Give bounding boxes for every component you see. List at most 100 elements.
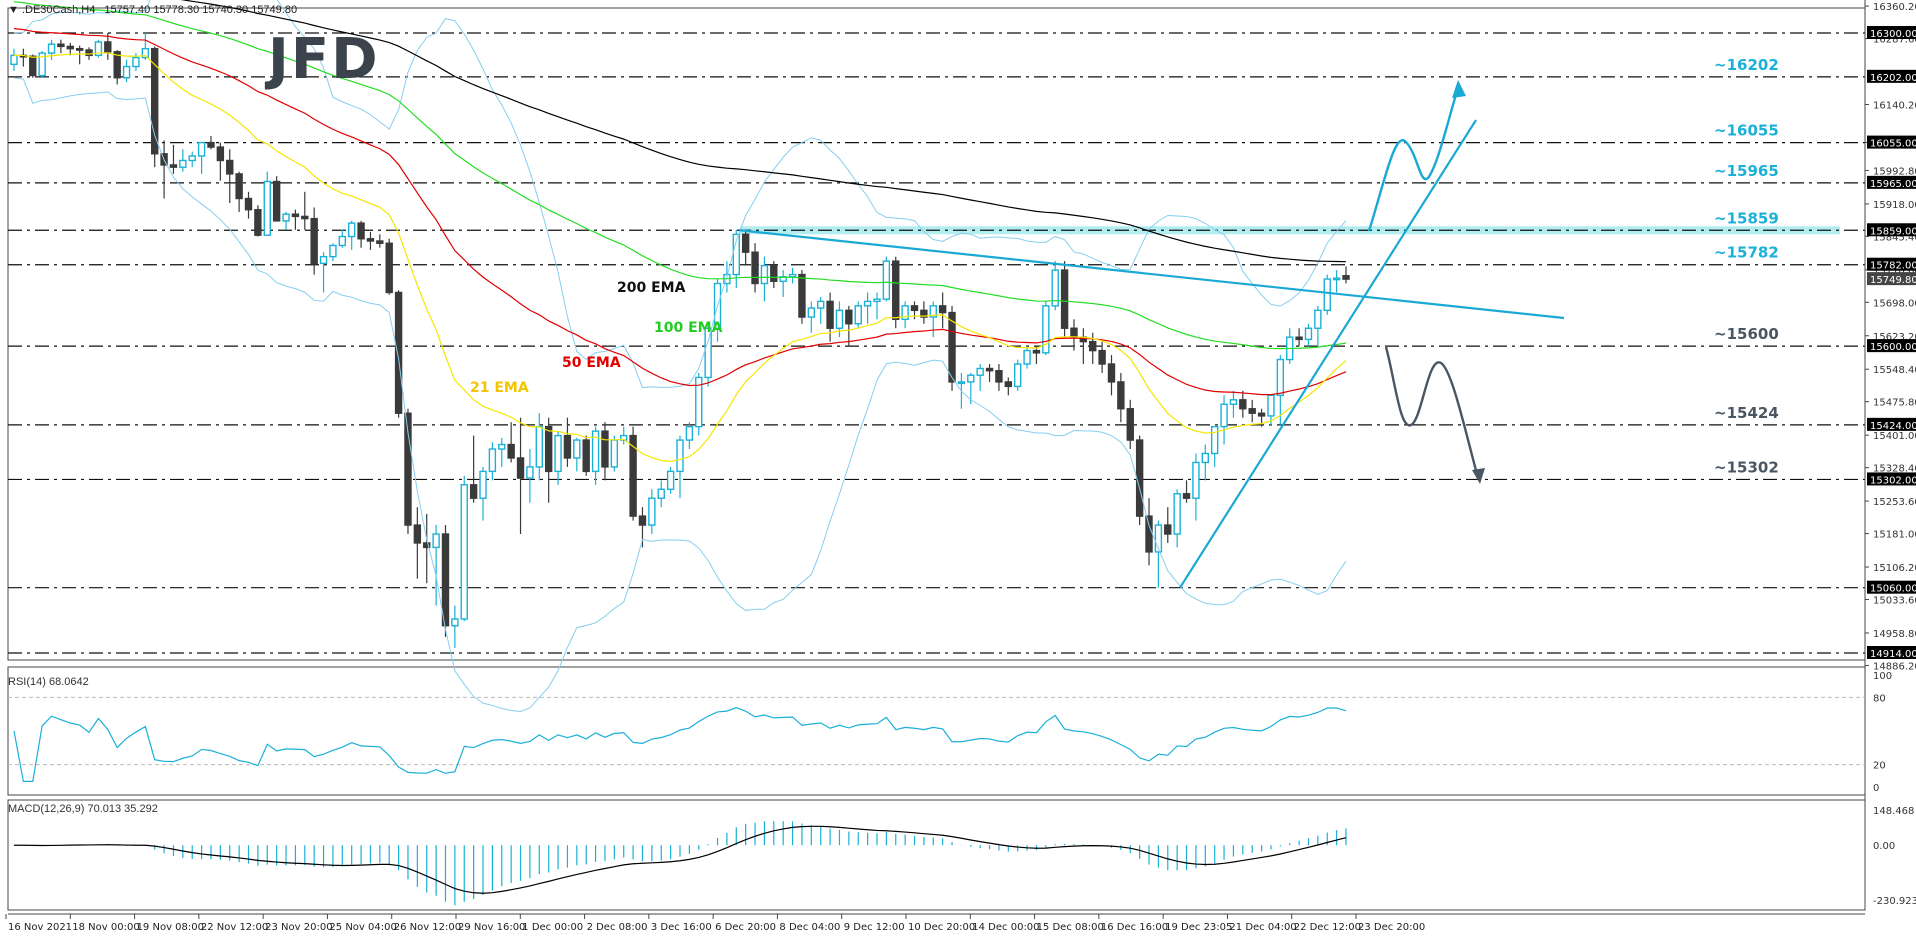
level-annotation: ~15424 [1714, 404, 1779, 422]
candle [629, 434, 637, 517]
symbol-label: .DE30Cash,H4 [21, 4, 96, 16]
candle [366, 238, 375, 242]
candle [582, 439, 590, 473]
y-tick: 15845.40 [1873, 232, 1916, 243]
candle [863, 300, 872, 307]
candle [1257, 412, 1266, 417]
candle [967, 374, 975, 383]
svg-text:15424.00: 15424.00 [1870, 421, 1916, 432]
candle [479, 470, 487, 499]
candle [770, 264, 778, 282]
candle [1060, 269, 1069, 329]
candle [441, 533, 450, 627]
arrow-up-icon [1452, 80, 1466, 98]
svg-text:15782.00: 15782.00 [1870, 261, 1916, 272]
candle [873, 298, 881, 303]
candle [788, 273, 797, 278]
y-tick: 15698.00 [1873, 298, 1916, 309]
x-tick: 22 Dec 12:00 [1294, 922, 1361, 933]
candle [319, 255, 328, 265]
candle [1304, 327, 1313, 341]
candle [1070, 327, 1078, 338]
candle [835, 309, 844, 329]
candle [892, 260, 900, 320]
candle [1248, 408, 1256, 414]
candle [404, 412, 412, 526]
svg-text:15859.00: 15859.00 [1870, 226, 1916, 237]
candle [826, 300, 834, 329]
candle [1192, 461, 1200, 499]
candle [141, 47, 150, 59]
level-annotation: ~16055 [1714, 122, 1779, 140]
price-tag [1867, 257, 1916, 271]
candle [132, 56, 140, 68]
ema-21-label: 21 EMA [470, 380, 529, 396]
candle [1145, 515, 1153, 553]
x-tick: 25 Nov 04:00 [329, 922, 396, 933]
candle [573, 439, 581, 459]
x-tick: 23 Dec 20:00 [1358, 922, 1425, 933]
y-tick: 16287.60 [1873, 35, 1916, 46]
x-tick: 21 Dec 04:00 [1229, 922, 1296, 933]
candle [38, 52, 46, 77]
x-tick: 2 Dec 08:00 [587, 922, 648, 933]
rsi-pane [7, 666, 1866, 796]
candle [591, 430, 600, 473]
rsi-tick: 0 [1873, 783, 1879, 794]
candle [845, 309, 853, 325]
rsi-line [13, 707, 1347, 783]
chart-header: ▼ .DE30Cash,H4 15757.40 15778.30 15740.3… [8, 4, 297, 16]
macd-tick: 0.00 [1873, 841, 1895, 852]
candle [338, 235, 347, 247]
x-tick: 26 Nov 12:00 [394, 922, 461, 933]
candle [432, 533, 440, 549]
candle [563, 434, 572, 459]
y-tick: 15992.80 [1873, 166, 1916, 177]
svg-text:15060.00: 15060.00 [1870, 584, 1916, 595]
ema-50 [13, 27, 1347, 396]
x-tick: 16 Dec 16:00 [1101, 922, 1168, 933]
x-tick: 8 Dec 04:00 [779, 922, 840, 933]
level-annotation: ~15965 [1714, 162, 1779, 180]
bearish-scenario-path [1384, 346, 1480, 479]
svg-text:16202.00: 16202.00 [1870, 73, 1916, 84]
candle [1042, 305, 1050, 354]
candle [1051, 269, 1059, 307]
ema-200 [180, 0, 1347, 263]
ascending-trendline[interactable] [1179, 119, 1477, 589]
price-tag [1867, 69, 1916, 83]
candle [732, 233, 740, 276]
y-tick: 15328.40 [1873, 464, 1916, 475]
x-tick: 14 Dec 00:00 [972, 922, 1039, 933]
ema-200-label: 200 EMA [617, 280, 686, 296]
collapse-triangle-icon[interactable]: ▼ [8, 4, 19, 16]
ohlc-values: 15757.40 15778.30 15740.30 15749.80 [104, 4, 298, 16]
descending-trendline[interactable] [739, 229, 1565, 320]
x-tick: 18 Nov 00:00 [72, 922, 139, 933]
candle [741, 233, 750, 253]
macd-tick: 148.468 [1873, 806, 1914, 817]
macd-signal-line [13, 825, 1347, 894]
y-tick: 15548.40 [1873, 365, 1916, 376]
svg-text:14914.00: 14914.00 [1870, 649, 1916, 660]
macd-label: MACD(12,26,9) 70.013 35.292 [8, 803, 158, 815]
candle [263, 180, 271, 236]
x-tick: 23 Nov 20:00 [265, 922, 332, 933]
ema-50-label: 50 EMA [562, 355, 621, 371]
price-tag [1867, 135, 1916, 149]
candle [920, 309, 928, 318]
candle [197, 141, 206, 157]
candle [1154, 524, 1163, 553]
x-tick: 29 Nov 16:00 [458, 922, 525, 933]
level-annotation: ~16202 [1714, 56, 1779, 74]
candle [685, 425, 694, 441]
level-annotation: ~15600 [1714, 325, 1779, 343]
candle [535, 425, 543, 468]
candle [29, 55, 37, 77]
candle [1342, 275, 1350, 280]
candle [1201, 452, 1209, 464]
candle [66, 45, 74, 50]
candle [1173, 493, 1181, 535]
